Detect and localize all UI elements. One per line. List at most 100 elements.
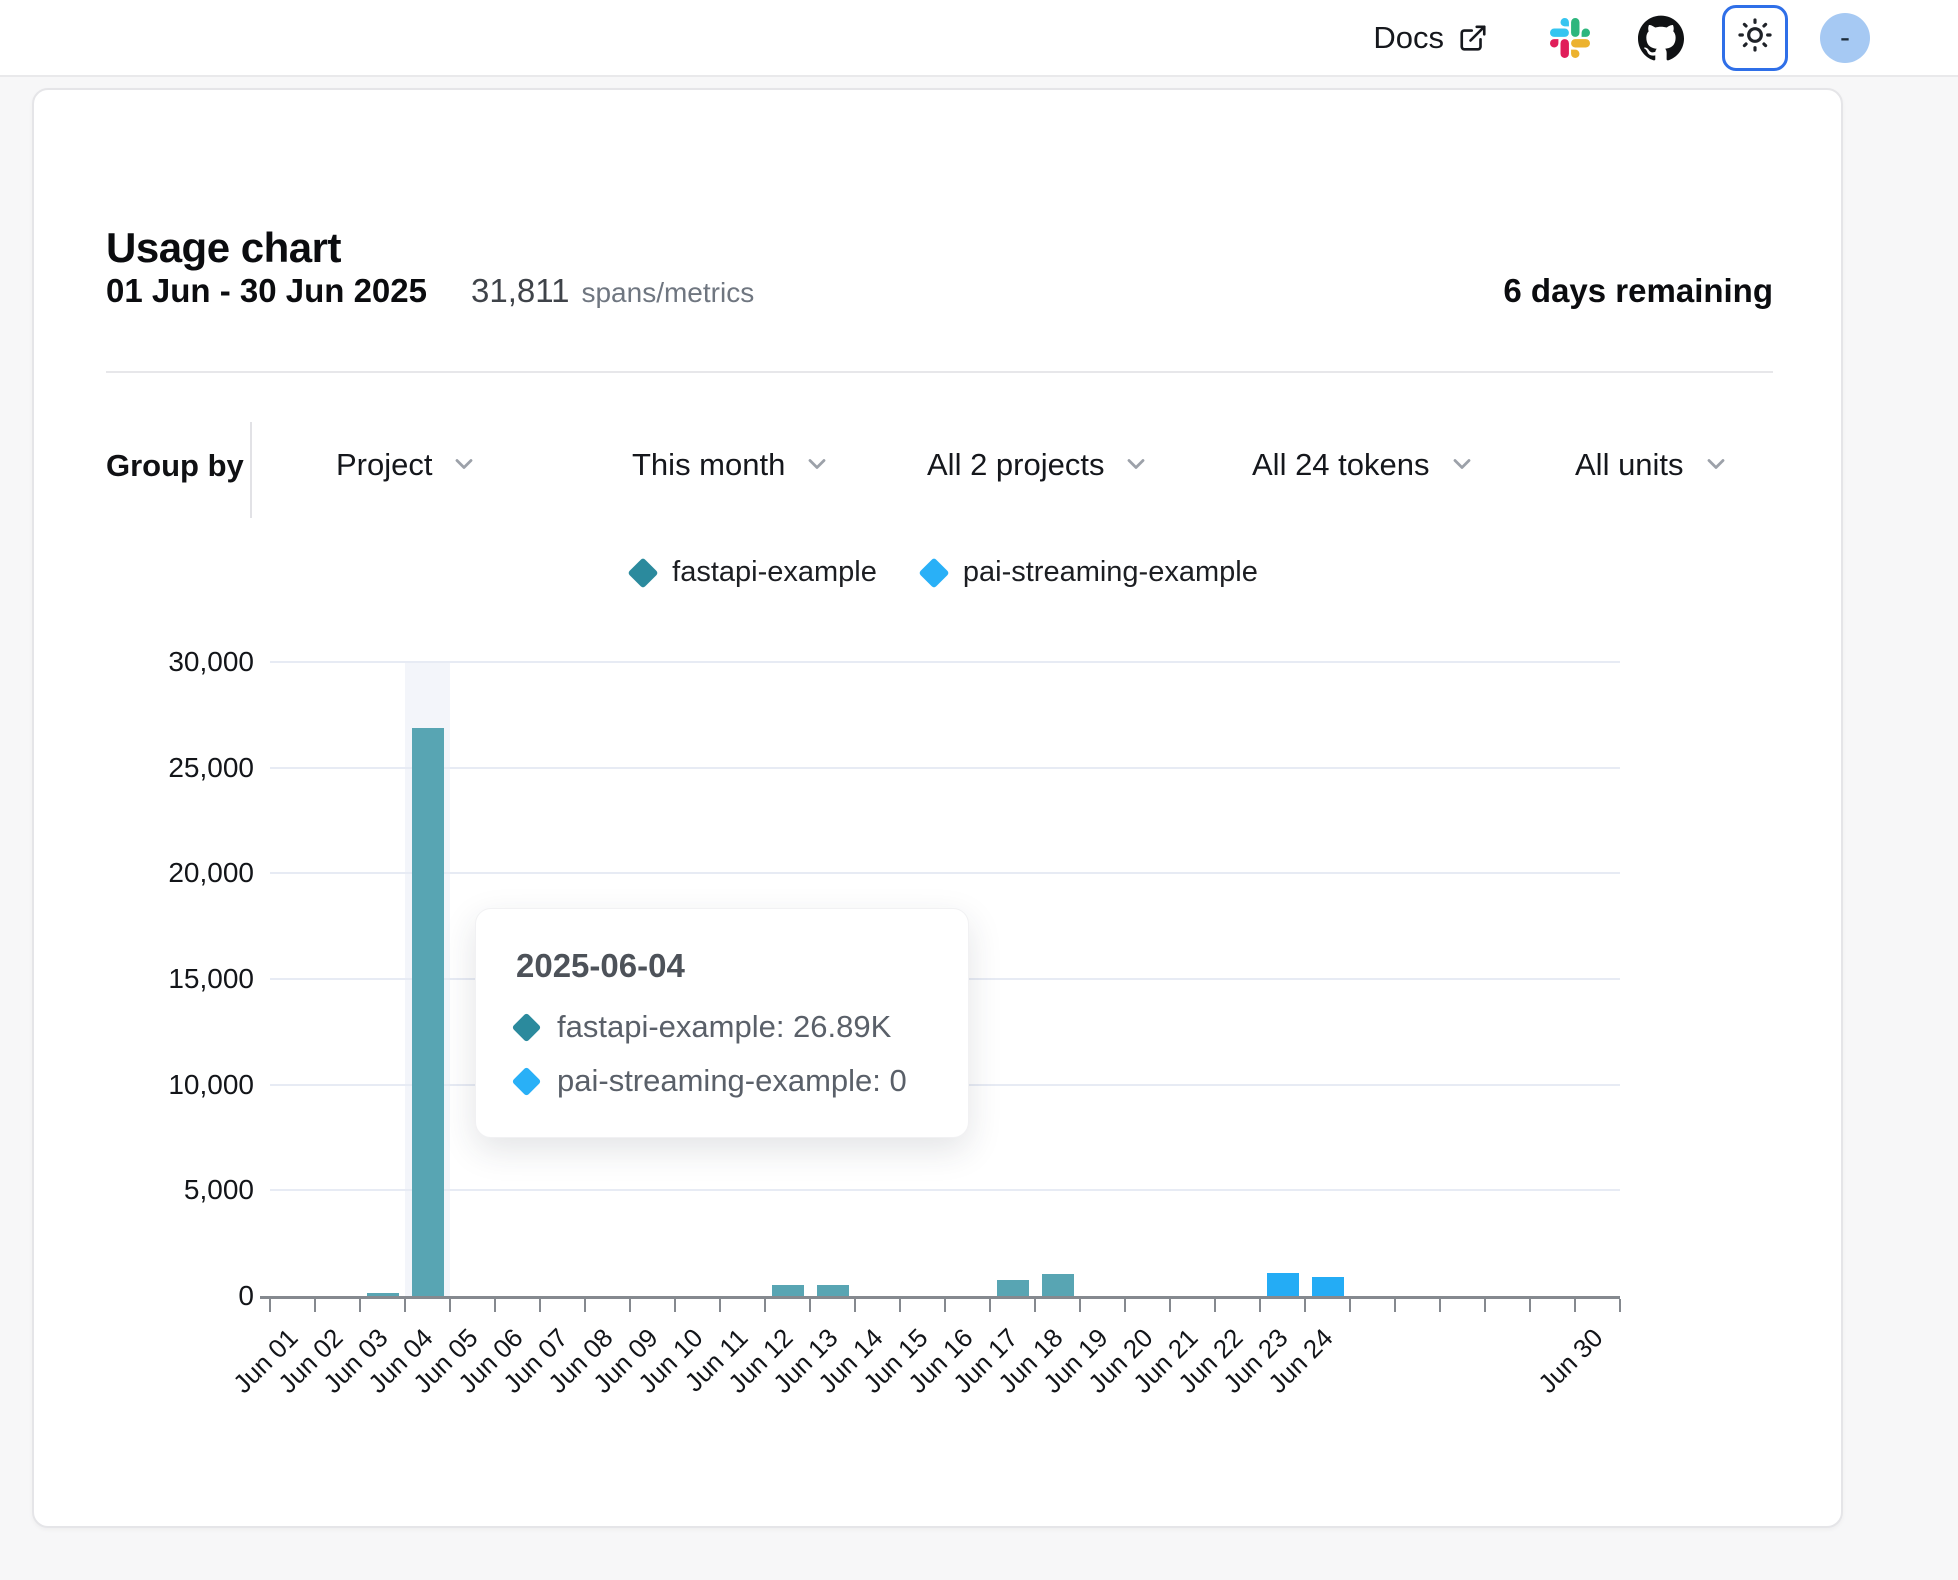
x-axis-tick xyxy=(1394,1299,1396,1312)
bar-pai-streaming-example-jun-23[interactable] xyxy=(1266,1272,1299,1296)
header-divider xyxy=(106,371,1773,373)
avatar-label: - xyxy=(1840,20,1850,54)
x-axis-tick xyxy=(1349,1299,1351,1312)
x-axis-tick xyxy=(404,1299,406,1312)
x-axis-tick xyxy=(1484,1299,1486,1312)
x-axis-tick xyxy=(1529,1299,1531,1312)
y-tick-label: 20,000 xyxy=(168,857,254,889)
filter-divider xyxy=(250,422,252,518)
x-axis-tick xyxy=(944,1299,946,1312)
x-tick-label: Jun 05 xyxy=(406,1322,484,1399)
x-axis-tick xyxy=(539,1299,541,1312)
docs-link-label: Docs xyxy=(1373,19,1444,55)
x-tick-label: Jun 09 xyxy=(586,1322,664,1399)
x-axis-tick xyxy=(764,1299,766,1312)
days-remaining: 6 days remaining xyxy=(1503,272,1773,309)
x-axis-tick xyxy=(989,1299,991,1312)
docs-link[interactable]: Docs xyxy=(1373,20,1488,56)
tooltip-date: 2025-06-04 xyxy=(516,947,685,984)
group-by-select[interactable]: Project xyxy=(336,444,478,486)
legend-label: fastapi-example xyxy=(672,556,877,588)
x-tick-label: Jun 18 xyxy=(991,1322,1069,1399)
x-tick-label: Jun 20 xyxy=(1081,1322,1159,1399)
legend-item-pai-streaming-example[interactable]: pai-streaming-example xyxy=(918,556,1258,589)
bar-fastapi-example-jun-12[interactable] xyxy=(771,1285,804,1296)
chevron-down-icon xyxy=(1122,450,1150,486)
gridline xyxy=(270,661,1620,663)
x-tick-label: Jun 11 xyxy=(678,1322,754,1398)
avatar[interactable]: - xyxy=(1820,12,1870,63)
x-axis-tick xyxy=(1214,1299,1216,1312)
time-range-select[interactable]: This month xyxy=(632,444,831,486)
date-range: 01 Jun - 30 Jun 2025 xyxy=(106,272,427,309)
x-axis-tick xyxy=(584,1299,586,1312)
projects-select[interactable]: All 2 projects xyxy=(927,444,1150,486)
tooltip-row-text: pai-streaming-example: 0 xyxy=(557,1063,907,1098)
x-axis-tick xyxy=(494,1299,496,1312)
y-tick-label: 15,000 xyxy=(168,963,254,994)
legend-diamond-icon xyxy=(918,556,950,589)
chart-tooltip: 2025-06-04 fastapi-example: 26.89K pai-st… xyxy=(475,908,969,1138)
chart-legend: fastapi-example pai-streaming-example xyxy=(270,556,1620,589)
legend-label: pai-streaming-example xyxy=(962,556,1258,588)
brightness-sun-icon xyxy=(1736,16,1774,59)
chevron-down-icon xyxy=(1702,450,1730,486)
chevron-down-icon xyxy=(803,450,831,486)
bar-fastapi-example-jun-03[interactable] xyxy=(366,1292,399,1296)
gridline xyxy=(270,872,1620,875)
y-tick-label: 10,000 xyxy=(168,1068,254,1100)
slack-icon[interactable] xyxy=(1550,17,1590,58)
x-axis-tick xyxy=(314,1299,316,1312)
x-tick-label: Jun 19 xyxy=(1036,1322,1114,1399)
x-axis-tick xyxy=(1574,1299,1576,1312)
gridline xyxy=(270,766,1620,769)
x-axis-tick xyxy=(359,1299,361,1312)
tooltip-row-text: fastapi-example: 26.89K xyxy=(557,1009,892,1044)
tokens-select[interactable]: All 24 tokens xyxy=(1252,444,1476,486)
x-tick-label: Jun 10 xyxy=(631,1322,709,1399)
x-tick-label: Jun 01 xyxy=(226,1322,304,1399)
units-select[interactable]: All units xyxy=(1575,444,1730,486)
x-tick-label: Jun 08 xyxy=(541,1322,619,1399)
x-tick-label: Jun 24 xyxy=(1261,1322,1339,1399)
legend-item-fastapi-example[interactable]: fastapi-example xyxy=(627,556,877,589)
x-tick-label: Jun 06 xyxy=(451,1322,529,1399)
x-tick-label: Jun 04 xyxy=(361,1322,439,1399)
x-tick-label: Jun 13 xyxy=(766,1322,844,1399)
bar-fastapi-example-jun-18[interactable] xyxy=(1041,1273,1074,1296)
x-tick-label: Jun 03 xyxy=(316,1322,394,1399)
projects-select-value: All 2 projects xyxy=(927,447,1105,482)
x-axis-tick xyxy=(1619,1299,1621,1312)
bar-fastapi-example-jun-17[interactable] xyxy=(996,1280,1029,1296)
theme-toggle-button[interactable] xyxy=(1722,4,1788,71)
x-axis-tick xyxy=(854,1299,856,1312)
group-by-label: Group by xyxy=(106,448,244,483)
x-axis-tick xyxy=(629,1299,631,1312)
tokens-select-value: All 24 tokens xyxy=(1252,447,1430,482)
x-tick-label: Jun 21 xyxy=(1126,1322,1204,1399)
tooltip-diamond-icon xyxy=(511,1066,542,1096)
x-tick-label: Jun 07 xyxy=(496,1322,574,1399)
filter-bar: Group by Project This month All 2 projec… xyxy=(34,422,1845,518)
x-tick-label: Jun 14 xyxy=(811,1322,889,1399)
tooltip-row: pai-streaming-example: 0 xyxy=(511,1063,928,1099)
chevron-down-icon xyxy=(450,450,478,486)
bar-fastapi-example-jun-04[interactable] xyxy=(411,727,444,1296)
usage-chart-card: Usage chart 01 Jun - 30 Jun 2025 31,811 … xyxy=(32,88,1843,1528)
x-tick-label: Jun 17 xyxy=(946,1322,1024,1399)
page-title: Usage chart xyxy=(106,224,341,271)
bar-fastapi-example-jun-13[interactable] xyxy=(816,1285,849,1296)
bar-pai-streaming-example-jun-24[interactable] xyxy=(1311,1276,1344,1296)
x-axis-tick xyxy=(1079,1299,1081,1312)
x-axis-line xyxy=(260,1296,1620,1299)
gridline xyxy=(270,1189,1620,1192)
x-axis-tick xyxy=(1034,1299,1036,1312)
external-link-icon xyxy=(1458,23,1488,53)
x-tick-label: Jun 22 xyxy=(1171,1322,1249,1399)
x-axis-tick xyxy=(1304,1299,1306,1312)
y-tick-label: 25,000 xyxy=(168,751,254,783)
x-tick-label: Jun 15 xyxy=(856,1322,934,1399)
github-icon[interactable] xyxy=(1638,15,1684,61)
x-axis-tick xyxy=(1259,1299,1261,1312)
x-axis-tick xyxy=(1439,1299,1441,1312)
